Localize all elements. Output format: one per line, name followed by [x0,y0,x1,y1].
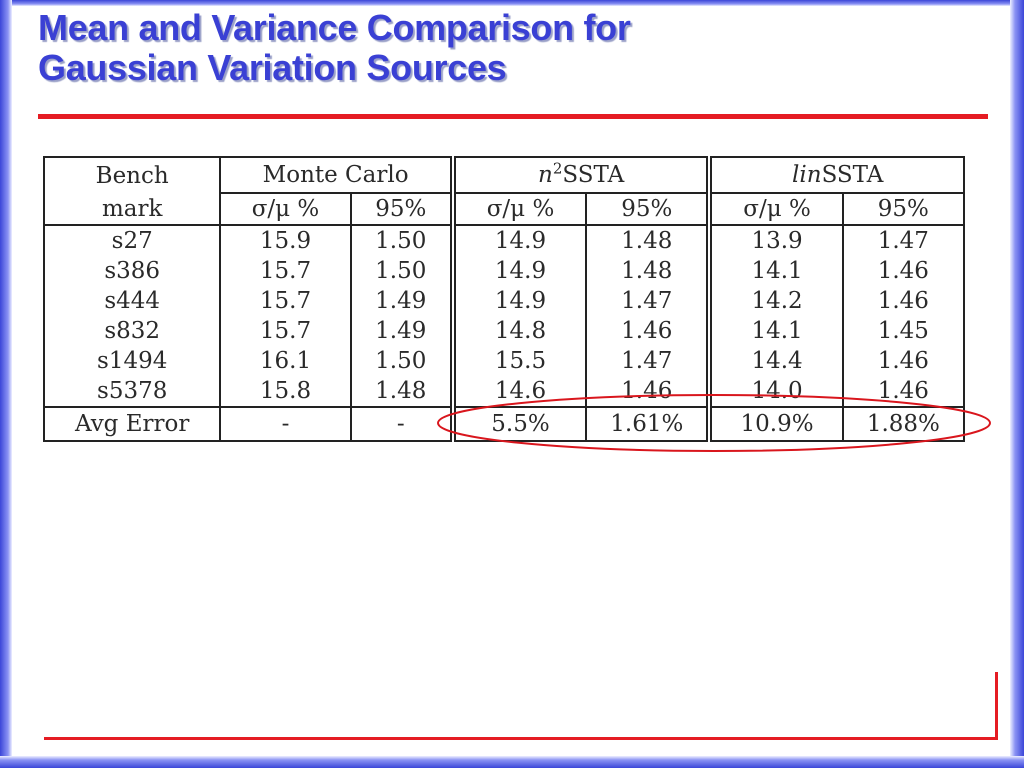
cell-mc-95: 1.48 [349,376,453,407]
subheader-mc-sigma-mu: σ/μ % [219,193,351,226]
cell-lin-95: 1.46 [841,286,964,316]
cell-n2-sigma-mu: 14.9 [449,286,587,316]
cell-lin-95: 1.46 [841,376,964,407]
frame-right-border [1010,0,1024,768]
footer-rule-horizontal [44,737,998,740]
frame-bottom-border [0,756,1024,768]
cell-lin-95: 1.47 [841,225,964,256]
cell-n2-sigma-mu: 15.5 [449,346,587,376]
cell-avg-n2-sigma-mu: 5.5% [449,406,587,441]
header-monte-carlo: Monte Carlo [219,157,453,194]
cell-n2-sigma-mu: 14.6 [449,376,587,407]
subheader-lin-95: 95% [841,193,964,226]
cell-mc-sigma-mu: 16.1 [219,346,351,376]
cell-mc-95: 1.49 [349,286,453,316]
header-n2ssta-suffix: SSTA [562,162,625,188]
cell-avg-mc-95: - [349,406,453,441]
cell-mc-sigma-mu: 15.7 [219,286,351,316]
header-n2ssta-prefix: n [538,162,553,188]
cell-benchmark: s5378 [97,378,168,404]
cell-lin-95: 1.46 [841,346,964,376]
slide-title-line-1: Mean and Variance Comparison for [38,7,631,48]
subheader-mc-95: 95% [349,193,453,226]
frame-left-border [0,0,12,768]
cell-benchmark: s444 [104,288,161,314]
cell-lin-sigma-mu: 14.0 [706,376,843,407]
cell-benchmark: s386 [104,258,161,284]
cell-mc-sigma-mu: 15.7 [219,316,351,346]
cell-n2-95: 1.46 [585,316,710,346]
cell-avg-mc-sigma-mu: - [219,406,351,441]
cell-n2-95: 1.47 [585,286,710,316]
header-bench-line-2: mark [44,193,221,226]
header-linssta-suffix: SSTA [821,162,884,188]
cell-n2-sigma-mu: 14.9 [449,225,587,256]
header-n2ssta: n2SSTA [449,157,710,194]
cell-mc-95: 1.50 [349,225,453,256]
table-row: s5378 15.8 1.48 14.6 1.46 14.0 1.46 [44,376,964,407]
cell-lin-95: 1.46 [841,256,964,286]
cell-mc-sigma-mu: 15.9 [219,225,351,256]
cell-avg-error-label: Avg Error [44,406,221,441]
cell-lin-sigma-mu: 14.1 [706,316,843,346]
cell-lin-sigma-mu: 14.1 [706,256,843,286]
subheader-n2-sigma-mu: σ/μ % [449,193,587,226]
table-row: s832 15.7 1.49 14.8 1.46 14.1 1.45 [44,316,964,346]
cell-avg-n2-95: 1.61% [585,406,710,441]
slide-title: Mean and Variance Comparison for Gaussia… [38,8,631,88]
cell-n2-sigma-mu: 14.8 [449,316,587,346]
cell-mc-95: 1.49 [349,316,453,346]
avg-error-row: Avg Error - - 5.5% 1.61% 10.9% 1.88% [44,406,964,441]
table-row: s1494 16.1 1.50 15.5 1.47 14.4 1.46 [44,346,964,376]
cell-n2-95: 1.46 [585,376,710,407]
table-row: s27 15.9 1.50 14.9 1.48 13.9 1.47 [44,225,964,256]
table-row: s386 15.7 1.50 14.9 1.48 14.1 1.46 [44,256,964,286]
cell-mc-sigma-mu: 15.8 [219,376,351,407]
cell-lin-sigma-mu: 14.2 [706,286,843,316]
cell-lin-sigma-mu: 13.9 [706,225,843,256]
header-bench-line-1: Bench [95,162,169,189]
cell-mc-sigma-mu: 15.7 [219,256,351,286]
comparison-table: Bench Monte Carlo n2SSTA linSSTA mark σ/… [43,156,965,442]
table-row: s444 15.7 1.49 14.9 1.47 14.2 1.46 [44,286,964,316]
frame-top-border [0,0,1024,6]
title-underline-rule [38,114,988,119]
cell-avg-lin-95: 1.88% [841,406,964,441]
cell-n2-sigma-mu: 14.9 [449,256,587,286]
slide-title-line-2: Gaussian Variation Sources [38,47,507,88]
header-linssta: linSSTA [706,157,964,194]
cell-n2-95: 1.48 [585,225,710,256]
cell-n2-95: 1.48 [585,256,710,286]
cell-n2-95: 1.47 [585,346,710,376]
cell-lin-sigma-mu: 14.4 [706,346,843,376]
cell-mc-95: 1.50 [349,346,453,376]
header-row-groups: Bench Monte Carlo n2SSTA linSSTA [44,157,964,194]
header-linssta-prefix: lin [792,162,822,188]
cell-benchmark: s27 [111,228,153,254]
subheader-n2-95: 95% [585,193,710,226]
cell-lin-95: 1.45 [841,316,964,346]
header-row-subcolumns: mark σ/μ % 95% σ/μ % 95% σ/μ % 95% [44,193,964,226]
cell-mc-95: 1.50 [349,256,453,286]
cell-benchmark: s1494 [97,348,168,374]
cell-benchmark: s832 [104,318,161,344]
header-n2ssta-superscript: 2 [552,159,563,178]
cell-avg-lin-sigma-mu: 10.9% [706,406,843,441]
subheader-lin-sigma-mu: σ/μ % [706,193,843,226]
footer-rule-vertical [995,672,998,740]
